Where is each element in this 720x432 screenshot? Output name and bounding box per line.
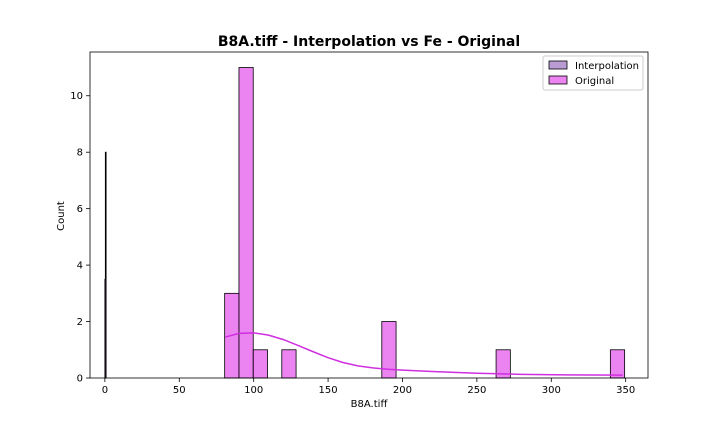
chart-title: B8A.tiff - Interpolation vs Fe - Origina… (218, 34, 520, 50)
y-tick-label: 8 (77, 148, 83, 159)
x-tick-label: 50 (173, 385, 186, 396)
y-axis-label: Count (56, 201, 67, 231)
plot-frame (89, 51, 649, 379)
original-bar-2 (238, 67, 254, 379)
y-tick-label: 2 (77, 317, 83, 328)
x-tick-label: 150 (319, 385, 338, 396)
x-tick-label: 300 (542, 385, 561, 396)
original-bar-4 (281, 349, 297, 379)
x-tick-label: 200 (393, 385, 412, 396)
legend-label-interpolation: Interpolation (575, 61, 639, 72)
legend-swatch-interpolation (548, 60, 568, 70)
original-bar-3 (252, 349, 268, 379)
legend: Interpolation Original (542, 55, 644, 91)
y-tick-label: 10 (70, 91, 83, 102)
x-tick-label: 0 (102, 385, 108, 396)
legend-swatch-original (548, 75, 568, 85)
original-bar-0 (104, 278, 107, 379)
original-bar-7 (609, 349, 626, 379)
x-axis-label: B8A.tiff (351, 399, 389, 410)
x-tick-label: 350 (616, 385, 635, 396)
x-tick-label: 250 (467, 385, 486, 396)
legend-label-original: Original (575, 76, 614, 87)
y-tick-label: 4 (77, 261, 83, 272)
y-tick-label: 6 (77, 204, 83, 215)
y-tick-label: 0 (77, 374, 83, 385)
legend-frame (542, 55, 644, 91)
plot-area: 0 50 100 150 200 250 300 350 0 2 4 6 8 10 (70, 51, 649, 396)
original-kde-line (225, 332, 623, 376)
x-tick-label: 100 (244, 385, 263, 396)
